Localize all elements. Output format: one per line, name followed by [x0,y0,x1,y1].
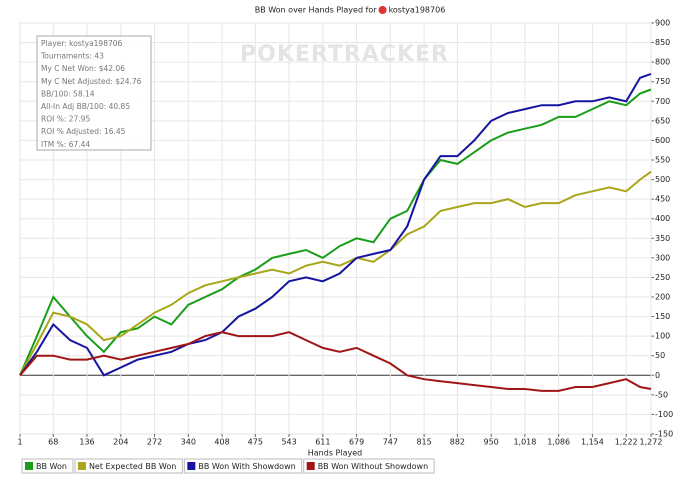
x-tick-label: 204 [113,438,128,447]
stats-line: ROI %: 27.95 [41,115,90,124]
x-tick-label: 747 [383,438,398,447]
x-tick-label: 136 [79,438,94,447]
stats-line: All-In Adj BB/100: 40.85 [41,102,130,111]
y-tick-label: 0 [655,371,660,380]
player-name: kostya198706 [389,6,446,15]
x-tick-label: 272 [147,438,162,447]
y-tick-label: 850 [655,38,670,47]
y-tick-label: 900 [655,19,670,28]
x-tick-label: 543 [281,438,296,447]
series-line [19,331,652,392]
y-tick-label: 750 [655,77,670,86]
x-tick-label: 1,018 [513,438,536,447]
x-tick-label: 1 [17,438,22,447]
legend-label: BB Won [36,462,67,471]
y-tick-label: 700 [655,97,670,106]
y-tick-label: 600 [655,136,670,145]
legend-label: BB Won Without Showdown [318,462,428,471]
y-tick-label: 300 [655,253,670,262]
x-tick-label: 950 [483,438,498,447]
watermark: POKERTRACKER [240,42,449,67]
series-line [19,88,652,376]
x-tick-label: 408 [214,438,229,447]
x-tick-label: 1,272 [640,438,663,447]
player-icon [378,6,387,14]
x-axis-label: Hands Played [308,449,362,458]
y-tick-label: 450 [655,195,670,204]
stats-line: My C Net Adjusted: $24.76 [41,77,142,86]
y-tick-label: -100 [655,410,673,419]
y-tick-label: 650 [655,116,670,125]
legend-label: BB Won With Showdown [198,462,295,471]
y-tick-label: 250 [655,273,670,282]
legend-swatch [187,462,196,470]
y-tick-label: 800 [655,58,670,67]
x-tick-label: 475 [248,438,263,447]
x-tick-label: 611 [315,438,330,447]
x-tick-label: 882 [450,438,465,447]
y-tick-label: 100 [655,332,670,341]
series-line [19,72,652,377]
y-tick-label: -50 [655,390,668,399]
x-tick-label: 679 [349,438,364,447]
y-tick-label: 550 [655,156,670,165]
legend-box [21,458,74,474]
legend-swatch [25,462,33,470]
series-line [19,170,652,376]
y-tick-label: 150 [655,312,670,321]
stats-line: ROI % Adjusted: 16.45 [41,127,126,136]
x-tick-label: 1,086 [547,438,570,447]
x-tick-label: 68 [48,438,58,447]
stats-line: My C Net Won: $42.06 [41,64,125,73]
x-tick-label: 815 [416,438,431,447]
y-tick-label: -150 [655,430,673,439]
legend-box [74,458,183,474]
x-tick-label: 1,222 [615,438,638,447]
stats-line: Player: kostya198706 [41,39,123,48]
y-tick-label: 350 [655,234,670,243]
legend-box [183,458,303,474]
x-tick-label: 340 [181,438,196,447]
y-tick-label: 50 [655,351,665,360]
chart-title: BB Won over Hands Played for [255,6,378,15]
y-tick-label: 200 [655,293,670,302]
stats-box [36,35,152,151]
y-tick-label: 400 [655,214,670,223]
legend-swatch [306,462,315,470]
y-tick-label: 500 [655,175,670,184]
legend-box [303,458,435,474]
legend-swatch [77,462,86,470]
stats-line: BB/100: 58.14 [41,89,95,98]
stats-line: Tournaments: 43 [40,52,104,61]
stats-line: ITM %: 67.44 [41,140,90,149]
x-tick-label: 1,154 [581,438,604,447]
legend-label: Net Expected BB Won [89,462,176,471]
